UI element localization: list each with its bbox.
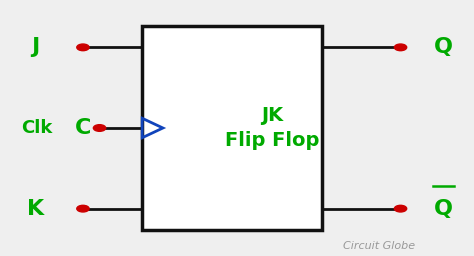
Circle shape — [77, 44, 89, 51]
Circle shape — [93, 125, 106, 131]
Text: Q: Q — [434, 199, 453, 219]
Circle shape — [394, 44, 407, 51]
Text: Q: Q — [434, 37, 453, 57]
Text: C: C — [75, 118, 91, 138]
Text: Circuit Globe: Circuit Globe — [343, 241, 415, 251]
Text: J: J — [31, 37, 40, 57]
Circle shape — [394, 205, 407, 212]
Text: JK
Flip Flop: JK Flip Flop — [225, 106, 320, 150]
Circle shape — [77, 205, 89, 212]
Bar — [142, 26, 322, 230]
Text: K: K — [27, 199, 44, 219]
Text: Clk: Clk — [21, 119, 53, 137]
